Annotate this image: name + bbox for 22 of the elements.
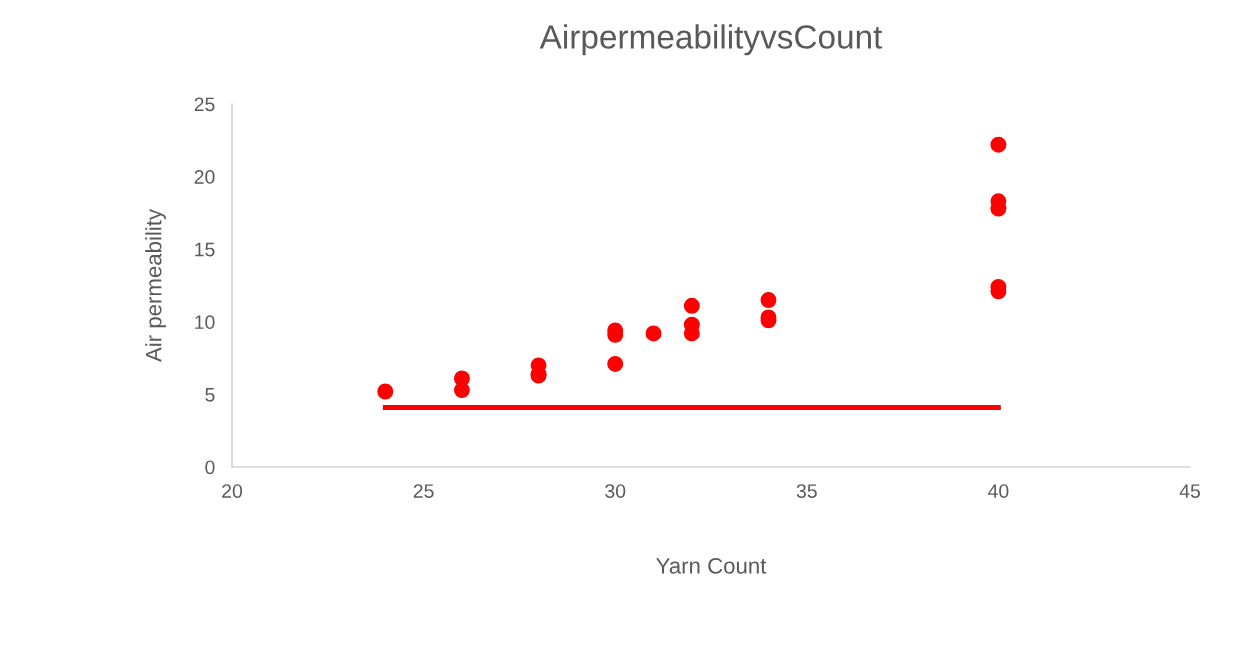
x-tick-label: 45 bbox=[1179, 484, 1200, 498]
x-tick-label: 40 bbox=[988, 484, 1009, 498]
point bbox=[453, 382, 470, 399]
point bbox=[990, 136, 1007, 153]
chart-title: AirpermeabilityvsCount bbox=[539, 24, 883, 56]
y-tick-label: 25 bbox=[194, 97, 215, 112]
x-tick-label: 20 bbox=[222, 484, 243, 498]
point bbox=[377, 383, 394, 400]
point bbox=[645, 325, 662, 342]
point bbox=[760, 292, 777, 308]
x-tick-label: 25 bbox=[413, 484, 434, 498]
y-tick-label: 0 bbox=[205, 460, 215, 475]
y-tick-label: 10 bbox=[195, 315, 215, 330]
point bbox=[683, 297, 700, 314]
x-tick-label: 35 bbox=[796, 484, 817, 498]
y-axis-title: Air permeability bbox=[145, 208, 166, 363]
y-tick-label: 15 bbox=[195, 242, 215, 257]
x-tick-label: 30 bbox=[605, 484, 626, 498]
y-tick-label: 5 bbox=[205, 388, 215, 402]
y-tick-label: 20 bbox=[194, 170, 215, 184]
point bbox=[607, 355, 624, 372]
x-axis-title: Yarn Count bbox=[656, 557, 767, 574]
